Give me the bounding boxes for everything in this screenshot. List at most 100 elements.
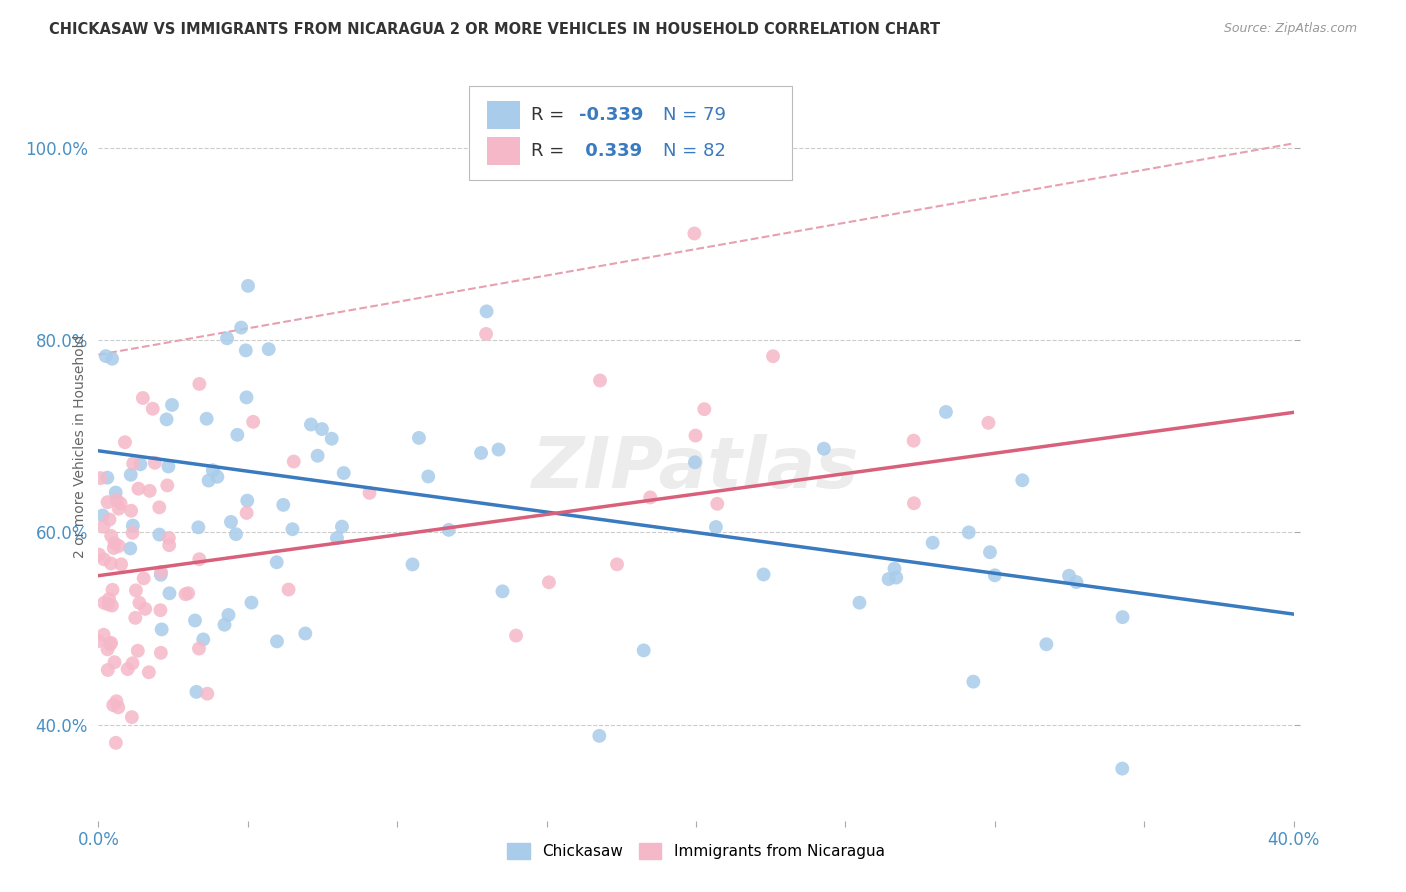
Point [235, 343, 257, 358]
Point [157, 531, 180, 545]
Point [266, 634, 288, 648]
Point [132, 571, 155, 585]
Point [93, 552, 115, 566]
Point [195, 411, 218, 425]
FancyBboxPatch shape [486, 101, 520, 129]
Point [240, 596, 263, 610]
Point [281, 522, 304, 536]
Point [149, 603, 172, 617]
Text: N = 82: N = 82 [662, 142, 725, 160]
Point [214, 617, 236, 632]
Point [962, 674, 984, 689]
Point [97, 663, 120, 677]
Point [110, 496, 132, 510]
Text: R =: R = [531, 142, 569, 160]
Point [121, 518, 143, 533]
Point [299, 417, 322, 432]
Point [475, 326, 498, 341]
Point [186, 685, 208, 699]
Point [704, 520, 727, 534]
Point [257, 342, 280, 356]
Text: 0.339: 0.339 [579, 142, 643, 160]
Point [160, 398, 183, 412]
Point [683, 227, 706, 241]
Point [156, 478, 179, 492]
Point [149, 567, 172, 582]
Point [633, 643, 655, 657]
Point [236, 493, 259, 508]
Point [120, 541, 142, 556]
Point [100, 557, 122, 571]
Point [103, 536, 125, 550]
Point [91, 508, 114, 523]
Point [401, 558, 423, 572]
Point [979, 545, 1001, 559]
Point [103, 698, 125, 712]
Text: ZIPatlas: ZIPatlas [533, 434, 859, 503]
Point [103, 541, 125, 555]
Point [184, 614, 207, 628]
Point [121, 525, 143, 540]
Point [155, 412, 177, 426]
Point [121, 657, 143, 671]
Point [321, 432, 343, 446]
Point [150, 623, 173, 637]
FancyBboxPatch shape [486, 136, 520, 165]
Point [157, 459, 180, 474]
Point [606, 558, 628, 572]
Point [104, 736, 127, 750]
Point [117, 662, 139, 676]
Point [129, 458, 152, 472]
Point [326, 531, 349, 545]
Point [491, 584, 513, 599]
Point [100, 636, 122, 650]
Point [359, 486, 381, 500]
Point [685, 428, 707, 442]
Point [236, 279, 259, 293]
Point [157, 538, 180, 552]
Point [103, 655, 125, 669]
Point [588, 729, 610, 743]
Point [984, 568, 1007, 582]
Point [197, 474, 219, 488]
Point [89, 471, 111, 485]
Point [143, 456, 166, 470]
Point [101, 582, 124, 597]
Point [150, 565, 173, 579]
Point [683, 455, 706, 469]
Point [307, 449, 329, 463]
Point [470, 446, 492, 460]
Point [122, 457, 145, 471]
Point [93, 596, 115, 610]
Point [589, 374, 612, 388]
Text: N = 79: N = 79 [662, 106, 725, 124]
Point [1111, 610, 1133, 624]
Point [1035, 637, 1057, 651]
Point [752, 567, 775, 582]
Point [219, 515, 242, 529]
Point [132, 391, 155, 405]
Point [231, 320, 253, 334]
Point [121, 710, 143, 724]
Point [330, 519, 353, 533]
Point [188, 376, 211, 391]
Point [195, 687, 218, 701]
Point [977, 416, 1000, 430]
Point [418, 469, 440, 483]
Point [93, 519, 115, 533]
Point [762, 349, 785, 363]
Point [1066, 575, 1088, 590]
Point [332, 466, 354, 480]
Point [235, 506, 257, 520]
Point [87, 548, 110, 562]
Point [437, 523, 460, 537]
Point [159, 586, 181, 600]
Point [94, 349, 117, 363]
Point [848, 596, 870, 610]
Point [877, 572, 900, 586]
Point [226, 427, 249, 442]
Point [110, 558, 132, 572]
Point [1011, 473, 1033, 487]
Point [277, 582, 299, 597]
Point [134, 602, 156, 616]
